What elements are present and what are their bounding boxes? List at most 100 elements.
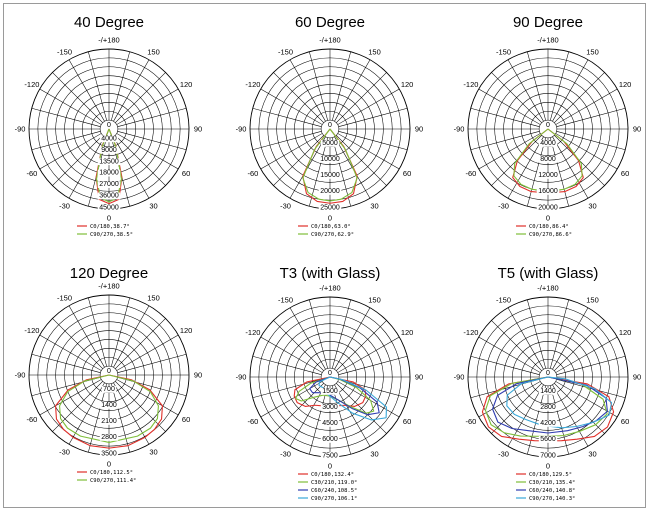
radial-label-bg xyxy=(538,436,558,443)
grid-spoke xyxy=(552,59,589,122)
grid-spoke xyxy=(334,384,371,447)
radial-tick-label: 0 xyxy=(546,370,550,377)
radial-label-bg xyxy=(536,172,560,179)
polar-chart: 90 Degree -/+180 150 120 90 60 30 0 -30 -60 -90 -12… xyxy=(454,14,642,238)
radial-label-bg xyxy=(97,192,121,200)
grid-spoke xyxy=(39,379,102,416)
grid-spoke xyxy=(527,51,546,121)
radial-tick-label: 4000 xyxy=(540,140,556,147)
angle-tick-label: -90 xyxy=(236,373,247,382)
grid-spoke xyxy=(68,305,105,368)
polar-chart: 60 Degree -/+180 150 120 90 60 30 0 -30 -60 -90 -12… xyxy=(236,14,424,238)
grid-spoke xyxy=(39,88,102,125)
grid-spoke xyxy=(332,299,351,369)
angle-tick-label: -120 xyxy=(463,328,478,337)
radial-tick-label: 0 xyxy=(328,122,332,129)
angle-tick-label: 0 xyxy=(107,460,111,469)
legend-entry: C90/270,86.6° xyxy=(529,232,572,238)
angle-tick-label: 60 xyxy=(403,169,411,178)
grid-spoke xyxy=(556,356,626,375)
angle-tick-label: 30 xyxy=(588,202,596,211)
legend-entry: C0/180,63.0° xyxy=(311,224,351,230)
radial-tick-label: 2800 xyxy=(101,434,117,441)
grid-spoke xyxy=(115,135,166,186)
grid-spoke xyxy=(52,381,103,432)
angle-tick-label: -90 xyxy=(236,125,247,134)
series-curve xyxy=(302,128,358,202)
series-curve xyxy=(59,374,159,443)
radial-tick-label: 0 xyxy=(107,368,111,375)
grid-spoke xyxy=(336,320,387,371)
angle-tick-label: 90 xyxy=(633,125,641,134)
grid-spoke xyxy=(550,299,569,369)
angle-tick-label: -30 xyxy=(498,202,509,211)
grid-spoke xyxy=(491,320,542,371)
grid-spoke xyxy=(550,51,569,121)
grid-spoke xyxy=(336,383,387,434)
radial-label-bg xyxy=(538,420,558,427)
angle-tick-label: 90 xyxy=(633,373,641,382)
grid-spoke xyxy=(115,381,166,432)
grid-spoke xyxy=(31,354,101,373)
radial-tick-label: 2100 xyxy=(101,418,117,425)
grid-spoke xyxy=(39,133,102,170)
radial-label-bg xyxy=(538,452,558,459)
angle-tick-label: -60 xyxy=(247,417,258,426)
grid-spoke xyxy=(336,72,387,123)
angle-tick-label: -/+180 xyxy=(319,36,340,45)
radial-label-bg xyxy=(318,188,342,195)
angle-tick-label: -30 xyxy=(59,448,70,457)
legend-entry: C0/180,129.5° xyxy=(529,472,572,478)
grid-spoke xyxy=(52,318,103,369)
legend-entry: C60/240,140.8° xyxy=(529,488,575,494)
angle-tick-label: -60 xyxy=(247,169,258,178)
radial-tick-label: 1400 xyxy=(101,402,117,409)
grid-spoke xyxy=(332,385,351,455)
grid-spoke xyxy=(555,88,618,125)
grid-spoke xyxy=(289,59,326,122)
angle-tick-label: -/+180 xyxy=(319,284,340,293)
series-curve xyxy=(506,376,613,429)
grid-spoke xyxy=(289,307,326,370)
grid-spoke xyxy=(39,334,102,371)
grid-spoke xyxy=(556,108,626,127)
legend-entry: C0/180,132.4° xyxy=(311,472,354,478)
grid-spoke xyxy=(478,336,541,373)
grid-spoke xyxy=(554,72,605,123)
polar-chart: T3 (with Glass) -/+180 150 120 90 60 30 0 -30 -60… xyxy=(236,265,424,502)
angle-tick-label: 30 xyxy=(149,448,157,457)
grid-spoke xyxy=(52,135,103,186)
grid-spoke xyxy=(470,356,540,375)
series-curve xyxy=(318,376,388,421)
grid-spoke xyxy=(116,379,179,416)
radial-label-bg xyxy=(320,452,340,459)
radial-label-bg xyxy=(99,402,119,409)
radial-tick-label: 18000 xyxy=(99,170,119,177)
radial-label-bg xyxy=(538,156,558,163)
radial-label-bg xyxy=(99,146,119,154)
grid-spoke xyxy=(273,383,324,434)
angle-tick-label: -90 xyxy=(454,125,465,134)
angle-tick-label: 120 xyxy=(401,328,414,337)
grid-spoke xyxy=(552,136,589,199)
radial-tick-label: 700 xyxy=(103,386,115,393)
angle-tick-label: 90 xyxy=(415,373,423,382)
chart-title: 60 Degree xyxy=(295,14,365,31)
chart-title: T5 (with Glass) xyxy=(498,265,599,282)
grid-spoke xyxy=(309,51,328,121)
angle-tick-label: -150 xyxy=(57,48,72,57)
angle-tick-label: 150 xyxy=(586,48,599,57)
radial-label-bg xyxy=(538,404,558,411)
angle-tick-label: 60 xyxy=(403,417,411,426)
angle-tick-label: -120 xyxy=(245,80,260,89)
grid-spoke xyxy=(252,131,322,150)
legend-entry: C90/270,140.3° xyxy=(529,496,575,502)
grid-spoke xyxy=(527,299,546,369)
radial-tick-label: 1500 xyxy=(322,388,338,395)
radial-label-bg xyxy=(101,386,117,393)
angle-tick-label: 30 xyxy=(370,450,378,459)
radial-tick-label: 12000 xyxy=(538,172,558,179)
grid-spoke xyxy=(338,356,408,375)
series-curve xyxy=(309,376,380,416)
legend-entry: C90/270,111.4° xyxy=(90,478,136,484)
